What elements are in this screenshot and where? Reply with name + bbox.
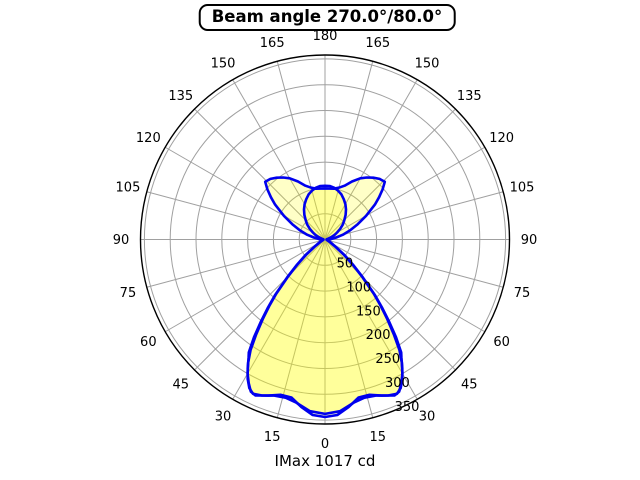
intensity-curve-plane_1 <box>246 176 404 416</box>
angle-tick-label: 30 <box>215 410 232 425</box>
angle-tick-label: 105 <box>510 180 535 195</box>
angle-tick-label: 45 <box>461 377 478 392</box>
intensity-curve-plane_2 <box>246 184 404 419</box>
radial-tick-label: 150 <box>356 304 381 319</box>
angle-tick-label: 15 <box>370 430 387 445</box>
angle-tick-label: 60 <box>140 335 157 350</box>
angle-tick-label: 120 <box>489 131 514 146</box>
angle-tick-label: 165 <box>260 36 285 51</box>
radial-tick-label: 100 <box>346 280 371 295</box>
angle-tick-label: 30 <box>419 410 436 425</box>
radial-tick-label: 300 <box>385 376 410 391</box>
polar-grid-spoke <box>276 61 374 418</box>
angle-tick-label: 60 <box>493 335 510 350</box>
angle-tick-label: 90 <box>521 233 538 248</box>
angle-tick-label: 165 <box>365 36 390 51</box>
plot-title: Beam angle 270.0°/80.0° <box>198 4 456 31</box>
angle-tick-label: 90 <box>113 233 130 248</box>
angle-tick-label: 45 <box>172 377 189 392</box>
angle-tick-label: 135 <box>457 89 482 104</box>
angle-tick-label: 15 <box>264 430 281 445</box>
radial-tick-label: 200 <box>366 328 391 343</box>
angle-tick-label: 180 <box>313 29 338 44</box>
angle-tick-label: 150 <box>415 56 440 71</box>
angle-tick-label: 75 <box>514 286 531 301</box>
intensity-fill-plane_1 <box>247 177 403 414</box>
radial-tick-label: 350 <box>395 400 420 415</box>
angle-tick-label: 150 <box>211 56 236 71</box>
frame-circle <box>139 54 511 425</box>
radial-tick-label: 250 <box>375 352 400 367</box>
angle-tick-label: 105 <box>116 180 141 195</box>
angle-tick-label: 75 <box>120 286 137 301</box>
intensity-fill-plane_2 <box>247 185 403 417</box>
angle-tick-label: 120 <box>136 131 161 146</box>
angle-tick-label: 0 <box>321 437 329 452</box>
imax-label: IMax 1017 cd <box>274 452 376 470</box>
angle-tick-label: 135 <box>168 89 193 104</box>
radial-tick-label: 50 <box>337 256 354 271</box>
